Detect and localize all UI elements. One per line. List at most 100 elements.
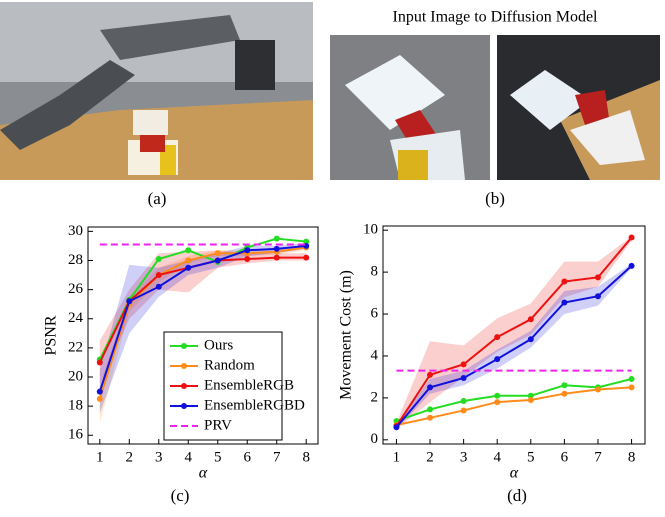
point (155, 272, 162, 279)
x-tick-label: 3 (460, 449, 468, 465)
point (460, 361, 467, 368)
point (185, 257, 192, 264)
plot-frame (87, 226, 319, 445)
point (594, 274, 601, 281)
error-band (99, 243, 307, 414)
point (155, 283, 162, 290)
point (561, 278, 568, 285)
point (303, 238, 310, 245)
point (185, 264, 192, 271)
point (244, 247, 251, 254)
point (494, 334, 501, 341)
point (494, 392, 501, 399)
y-axis-label: Movement Cost (m) (338, 270, 355, 400)
y-tick-label: 26 (68, 281, 84, 297)
legend-marker (181, 383, 187, 389)
x-tick-label: 8 (628, 449, 636, 465)
point (561, 390, 568, 397)
y-tick-label: 4 (371, 347, 379, 363)
point (527, 396, 534, 403)
x-tick-label: 6 (561, 449, 569, 465)
legend-label: EnsembleRGBD (204, 397, 305, 413)
point (244, 256, 251, 263)
point (273, 254, 280, 261)
point (628, 262, 635, 269)
x-tick-label: 4 (185, 449, 193, 465)
point (303, 254, 310, 261)
x-axis-label: α (199, 465, 208, 482)
point (594, 293, 601, 300)
x-tick-label: 7 (273, 449, 281, 465)
photo-robot (0, 2, 313, 180)
x-tick-label: 3 (155, 449, 163, 465)
caption: (d) (507, 486, 527, 505)
y-axis-label: PSNR (43, 315, 60, 355)
point (126, 298, 133, 305)
caption: (b) (485, 189, 505, 208)
x-tick-label: 4 (493, 449, 501, 465)
y-tick-label: 18 (68, 398, 83, 414)
error-band (396, 263, 632, 430)
point (460, 407, 467, 414)
point (427, 371, 434, 378)
y-tick-label: 24 (68, 310, 84, 326)
x-tick-label: 1 (393, 449, 401, 465)
x-tick-label: 7 (594, 449, 602, 465)
y-tick-label: 8 (371, 264, 379, 280)
x-tick-label: 8 (302, 449, 310, 465)
point (494, 399, 501, 406)
caption: (c) (171, 486, 190, 505)
y-tick-label: 30 (68, 223, 83, 239)
image-title: Input Image to Diffusion Model (392, 9, 598, 26)
series-line (395, 236, 633, 427)
x-tick-label: 2 (426, 449, 434, 465)
point (96, 359, 103, 366)
point (427, 406, 434, 413)
point (96, 388, 103, 395)
y-tick-label: 0 (371, 431, 379, 447)
point (561, 382, 568, 389)
point (460, 374, 467, 381)
x-tick-label: 5 (214, 449, 222, 465)
x-tick-label: 6 (243, 449, 251, 465)
series-line (396, 378, 632, 422)
photo-input-2 (497, 35, 660, 180)
point (494, 356, 501, 363)
y-tick-label: 28 (68, 252, 83, 268)
y-tick-label: 22 (68, 339, 83, 355)
series-line (395, 265, 633, 428)
point (214, 250, 221, 257)
legend-marker (181, 343, 187, 349)
point (393, 424, 400, 431)
legend-label: Random (204, 357, 255, 373)
point (273, 235, 280, 242)
point (561, 299, 568, 306)
series-line (98, 244, 307, 392)
point (594, 386, 601, 393)
point (96, 395, 103, 402)
y-tick-label: 10 (363, 222, 378, 238)
plot-frame (382, 225, 646, 445)
y-tick-label: 16 (68, 427, 84, 443)
error-band (99, 250, 307, 385)
legend-label: PRV (204, 417, 232, 433)
point (527, 316, 534, 323)
point (273, 245, 280, 252)
caption: (a) (148, 189, 167, 208)
point (427, 384, 434, 391)
legend-label: Ours (204, 337, 233, 353)
x-axis-label: α (510, 465, 519, 482)
point (427, 414, 434, 421)
x-tick-label: 5 (527, 449, 535, 465)
point (185, 247, 192, 254)
point (155, 256, 162, 263)
point (460, 398, 467, 405)
point (628, 234, 635, 241)
point (527, 336, 534, 343)
y-tick-label: 6 (371, 305, 379, 321)
legend-label: EnsembleRGB (204, 377, 294, 393)
x-tick-label: 1 (96, 449, 104, 465)
point (628, 376, 635, 383)
point (214, 257, 221, 264)
